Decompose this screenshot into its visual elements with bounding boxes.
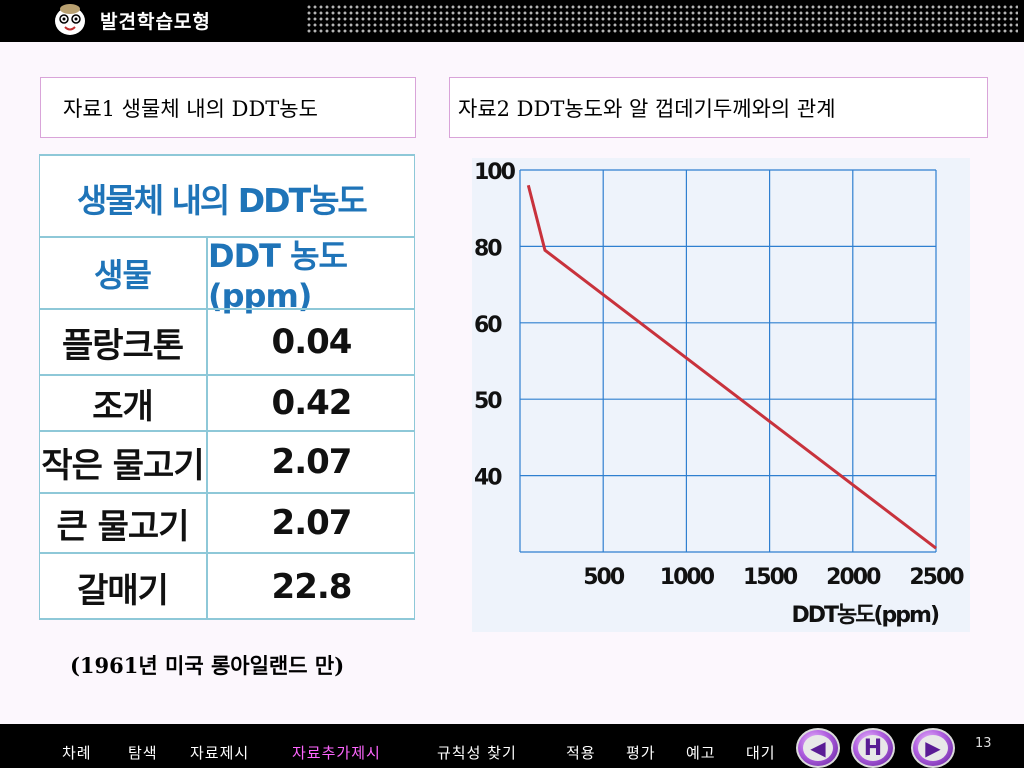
organism-cell: 큰 물고기 — [39, 494, 208, 552]
concentration-cell: 0.04 — [271, 322, 353, 362]
nav-item[interactable]: 대기 — [746, 744, 776, 762]
section2-title: 자료2 DDT농도와 알 껍데기두께와의 관계 — [449, 77, 988, 138]
y-tick-label: 50 — [474, 389, 502, 414]
concentration-cell: 22.8 — [271, 567, 353, 607]
nav-item[interactable]: 탐색 — [128, 744, 158, 762]
home-h-icon: H — [863, 735, 883, 761]
y-tick-label: 60 — [474, 313, 502, 338]
x-tick-label: 1000 — [660, 565, 715, 590]
organism-cell: 갈매기 — [39, 554, 208, 620]
x-tick-label: 1500 — [743, 565, 798, 590]
table-row: 조개 0.42 — [39, 374, 415, 430]
x-axis-label: DDT농도(ppm) — [791, 603, 938, 628]
organism-cell: 플랑크톤 — [39, 310, 208, 374]
decorative-dot-pattern — [306, 4, 1018, 34]
x-tick-label: 500 — [583, 565, 625, 590]
table-title: 생물체 내의 DDT농도 — [77, 181, 368, 220]
organism-cell: 작은 물고기 — [39, 432, 208, 492]
nav-item[interactable]: 적용 — [566, 744, 596, 762]
ddt-table: 생물체 내의 DDT농도 생물 DDT 농도(ppm) 플랑크톤 0.04 조개… — [39, 154, 415, 620]
nav-item[interactable]: 규칙성 찾기 — [437, 744, 517, 762]
y-tick-label: 40 — [474, 466, 502, 491]
x-tick-label: 2000 — [826, 565, 881, 590]
next-button[interactable]: ▶ — [911, 728, 955, 768]
owl-logo-icon — [55, 4, 85, 35]
nav-item[interactable]: 차례 — [62, 744, 92, 762]
concentration-cell: 2.07 — [271, 503, 353, 543]
concentration-cell: 0.42 — [271, 383, 353, 423]
prev-button[interactable]: ◀ — [796, 728, 840, 768]
y-tick-label: 80 — [474, 236, 502, 261]
y-tick-label: 100 — [474, 160, 516, 185]
nav-item[interactable]: 자료추가제시 — [292, 744, 381, 762]
app-title: 발견학습모형 — [100, 11, 211, 33]
header-organism: 생물 — [39, 238, 208, 308]
section2-title-text: 자료2 DDT농도와 알 껍데기두께와의 관계 — [458, 96, 836, 121]
section1-title: 자료1 생물체 내의 DDT농도 — [40, 77, 416, 138]
x-tick-label: 2500 — [909, 565, 964, 590]
header-ddt-concentration: DDT 농도(ppm) — [208, 237, 348, 315]
table-row: 플랑크톤 0.04 — [39, 308, 415, 374]
table-row: 작은 물고기 2.07 — [39, 430, 415, 492]
section1-title-text: 자료1 생물체 내의 DDT농도 — [63, 96, 318, 121]
ddt-eggshell-series-line — [526, 184, 937, 550]
next-arrow-icon: ▶ — [925, 736, 941, 760]
nav-item[interactable]: 예고 — [686, 744, 716, 762]
table-footnote: (1961년 미국 롱아일랜드 만) — [70, 653, 345, 678]
chart-svg: 100 80 60 50 40 500 1000 1500 2000 2500 DDT농도(ppm) — [474, 160, 966, 628]
table-header-row: 생물 DDT 농도(ppm) — [39, 236, 415, 315]
home-button[interactable]: H — [851, 728, 895, 768]
concentration-cell: 2.07 — [271, 442, 353, 482]
table-row: 큰 물고기 2.07 — [39, 492, 415, 552]
top-bar: 발견학습모형 — [0, 0, 1024, 42]
nav-item[interactable]: 자료제시 — [190, 744, 250, 762]
page-number: 13 — [975, 736, 992, 751]
nav-item[interactable]: 평가 — [626, 744, 656, 762]
ddt-eggshell-chart: 100 80 60 50 40 500 1000 1500 2000 2500 DDT농도(ppm) — [472, 158, 970, 632]
table-row: 갈매기 22.8 — [39, 552, 415, 620]
organism-cell: 조개 — [39, 376, 208, 430]
prev-arrow-icon: ◀ — [810, 736, 826, 760]
